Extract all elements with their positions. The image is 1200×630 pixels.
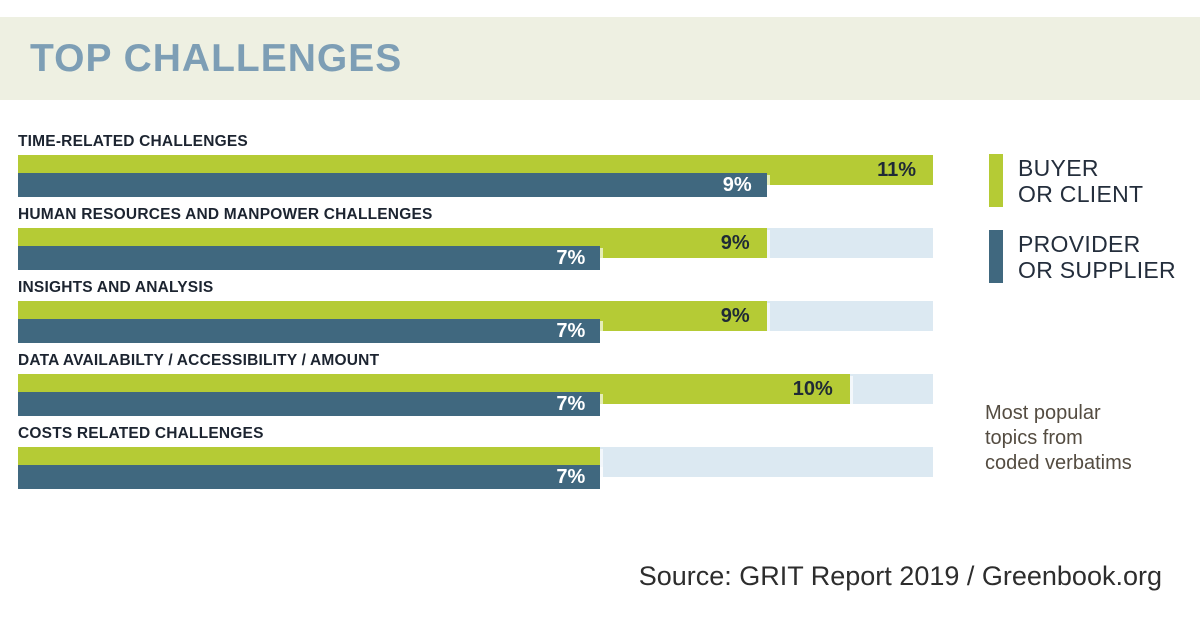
provider-bar: 7%: [18, 465, 601, 489]
provider-bar: 7%: [18, 246, 601, 270]
category-label: INSIGHTS AND ANALYSIS: [18, 279, 214, 296]
category-label: HUMAN RESOURCES AND MANPOWER CHALLENGES: [18, 206, 433, 223]
legend: BUYER OR CLIENT PROVIDER OR SUPPLIER: [989, 154, 1176, 306]
provider-bar: 9%: [18, 173, 767, 197]
provider-value-label: 7%: [556, 393, 586, 415]
provider-value-label: 7%: [556, 247, 586, 269]
bar-pair: 7%: [18, 447, 933, 489]
category-label: COSTS RELATED CHALLENGES: [18, 425, 264, 442]
title-band: TOP CHALLENGES: [0, 17, 1200, 100]
provider-value-label: 7%: [556, 466, 586, 488]
provider-bar: 7%: [18, 319, 601, 343]
bar-pair: 9% 7%: [18, 228, 933, 270]
bar-group: DATA AVAILABILTY / ACCESSIBILITY / AMOUN…: [18, 353, 933, 416]
legend-label-buyer: BUYER OR CLIENT: [1018, 155, 1144, 207]
legend-item-buyer: BUYER OR CLIENT: [989, 154, 1176, 207]
bar-group: TIME-RELATED CHALLENGES 11% 9%: [18, 134, 933, 197]
bar-chart: TIME-RELATED CHALLENGES 11% 9% HUMAN RES…: [18, 134, 933, 499]
page-title: TOP CHALLENGES: [30, 37, 403, 80]
buyer-swatch-icon: [989, 154, 1003, 207]
buyer-value-label: 11%: [877, 159, 916, 181]
source-attribution: Source: GRIT Report 2019 / Greenbook.org: [638, 561, 1162, 591]
provider-bar: 7%: [18, 392, 601, 416]
legend-item-provider: PROVIDER OR SUPPLIER: [989, 230, 1176, 283]
buyer-value-label: 9%: [720, 232, 750, 254]
footnote: Most popular topics from coded verbatims: [985, 402, 1132, 474]
bar-pair: 11% 9%: [18, 155, 933, 197]
category-label: TIME-RELATED CHALLENGES: [18, 133, 248, 150]
bar-pair: 9% 7%: [18, 301, 933, 343]
buyer-value-label: 9%: [720, 305, 750, 327]
legend-label-provider: PROVIDER OR SUPPLIER: [1018, 231, 1176, 283]
bar-group: HUMAN RESOURCES AND MANPOWER CHALLENGES …: [18, 207, 933, 270]
category-label: DATA AVAILABILTY / ACCESSIBILITY / AMOUN…: [18, 352, 380, 369]
bar-group: COSTS RELATED CHALLENGES 7%: [18, 426, 933, 489]
provider-value-label: 7%: [556, 320, 586, 342]
provider-swatch-icon: [989, 230, 1003, 283]
bar-pair: 10% 7%: [18, 374, 933, 416]
bar-group: INSIGHTS AND ANALYSIS 9% 7%: [18, 280, 933, 343]
buyer-value-label: 10%: [792, 378, 833, 400]
provider-value-label: 9%: [722, 174, 752, 196]
